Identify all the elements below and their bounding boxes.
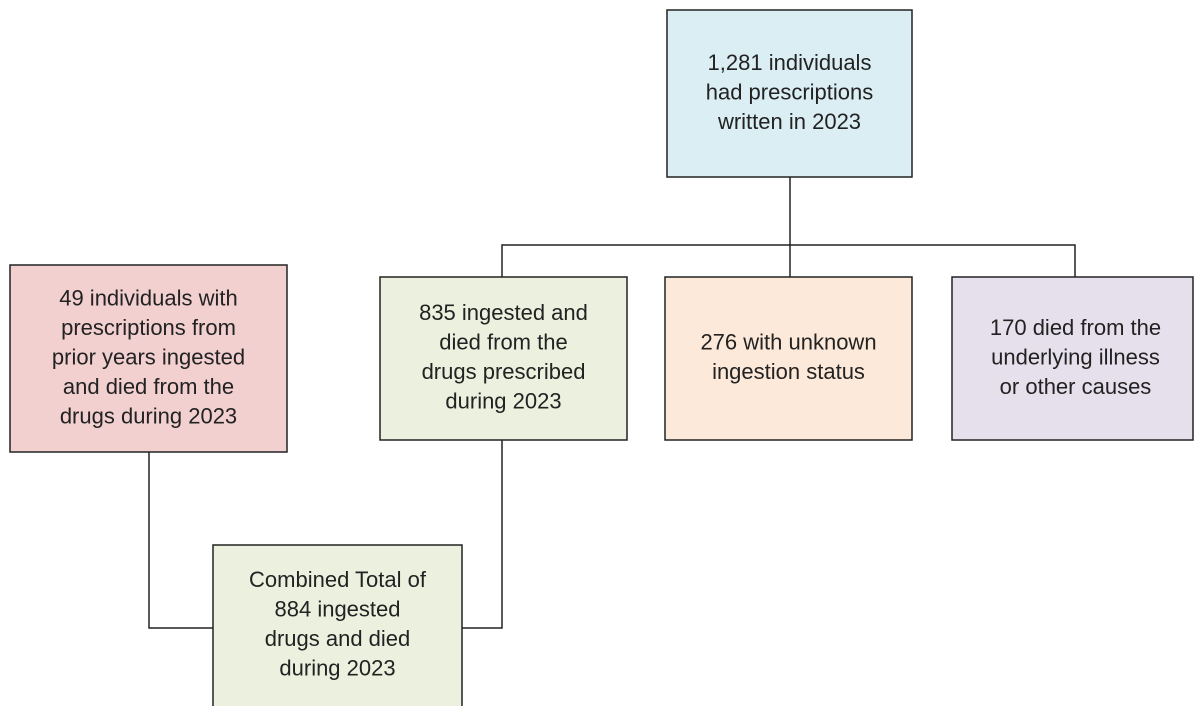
node-label: 1,281 individuals had prescriptions writte… (706, 50, 874, 134)
node: 1,281 individuals had prescriptions writte… (666, 9, 913, 178)
connector (462, 440, 503, 629)
label-line: during 2023 (279, 656, 395, 681)
node: Combined Total of 884 ingested drugs and d… (212, 544, 463, 706)
label-line: drugs prescribed (422, 359, 586, 384)
label-line: 1,281 individuals (708, 50, 872, 75)
node-label: 170 died from the underlying illness or ot… (990, 315, 1161, 399)
label-line: and died from the (63, 374, 234, 399)
connector (148, 452, 213, 629)
label-line: 49 individuals with (59, 285, 238, 310)
node-box (379, 276, 628, 441)
connector (501, 244, 1076, 277)
label-line: 835 ingested and (419, 300, 588, 325)
node: 49 individuals with prescriptions from pri… (9, 264, 288, 453)
label-line: had prescriptions (706, 79, 874, 104)
label-line: written in 2023 (717, 109, 861, 134)
node-box (664, 276, 913, 441)
node-box (951, 276, 1194, 441)
label-line: prior years ingested (52, 344, 245, 369)
label-line: prescriptions from (61, 315, 236, 340)
node-box (212, 544, 463, 706)
node: 835 ingested and died from the drugs presc… (379, 276, 628, 441)
node-label: Combined Total of 884 ingested drugs and d… (249, 567, 427, 681)
node: 170 died from the underlying illness or ot… (951, 276, 1194, 441)
label-line: underlying illness (991, 344, 1160, 369)
label-line: 170 died from the (990, 315, 1161, 340)
label-line: died from the (439, 330, 567, 355)
node-label: 835 ingested and died from the drugs presc… (419, 300, 588, 414)
node-box (9, 264, 288, 453)
label-line: or other causes (1000, 374, 1152, 399)
nodes: 1,281 individuals had prescriptions writte… (9, 9, 1194, 706)
node-label: 276 with unknown ingestion status (700, 330, 876, 385)
node-box (666, 9, 913, 178)
label-line: Combined Total of (249, 567, 427, 592)
label-line: during 2023 (445, 389, 561, 414)
node: 276 with unknown ingestion status (664, 276, 913, 441)
label-line: 276 with unknown (700, 330, 876, 355)
node-label: 49 individuals with prescriptions from pri… (52, 285, 245, 428)
label-line: 884 ingested (275, 597, 401, 622)
label-line: ingestion status (712, 359, 865, 384)
label-line: drugs and died (265, 626, 411, 651)
label-line: drugs during 2023 (60, 403, 237, 428)
